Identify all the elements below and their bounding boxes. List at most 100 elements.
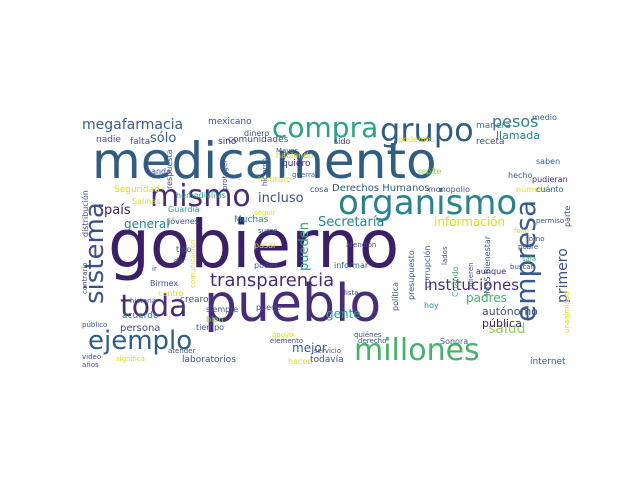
cloud-word: comunidades [228, 135, 289, 145]
cloud-word: dar [174, 257, 186, 265]
cloud-word: pesos [492, 112, 539, 131]
cloud-word: crearon [180, 295, 215, 305]
cloud-word: lados [441, 246, 449, 265]
cloud-word: siempre [206, 305, 239, 314]
cloud-word: medio [532, 113, 557, 122]
cloud-word: folio [514, 227, 529, 235]
cloud-word: Salinas [132, 197, 161, 206]
cloud-word: podemos [398, 135, 435, 144]
cloud-word: poder [254, 261, 278, 270]
cloud-word: pueblo [204, 274, 382, 334]
cloud-word: receta [476, 137, 505, 147]
cloud-word: megafarmacia [82, 117, 184, 133]
cloud-word: torno [526, 235, 545, 243]
cloud-word: millones [354, 333, 480, 368]
cloud-word: derecho [358, 337, 387, 345]
cloud-word: sido [334, 137, 351, 146]
cloud-word: pública [482, 317, 522, 330]
cloud-word: sala [522, 255, 537, 263]
cloud-word: sólo [150, 131, 177, 146]
cloud-word: Derechos Humanos [332, 183, 430, 194]
cloud-word: información [434, 215, 506, 229]
cloud-word: ejemplo [88, 326, 193, 356]
cloud-word: Sonora [440, 337, 469, 346]
cloud-word: saben [536, 157, 561, 166]
cloud-word: pudieran [532, 175, 568, 184]
cloud-word: quiénes [354, 331, 382, 339]
cloud-word: banda [146, 167, 172, 176]
word-cloud-canvas [70, 110, 570, 370]
cloud-word: surge [258, 227, 278, 235]
cloud-word: hemodiálisis [176, 191, 226, 200]
cloud-word: permiso [536, 217, 565, 225]
cloud-word: distribución [81, 190, 90, 237]
cloud-word: pasar [254, 241, 277, 250]
cloud-word: mismo [150, 179, 251, 214]
cloud-word: repite [418, 167, 442, 176]
cloud-word: laboratorios [182, 355, 236, 365]
cloud-word: gobierno [108, 206, 400, 283]
cloud-word: padres [466, 291, 507, 305]
cloud-word: Seguridad [114, 185, 160, 195]
cloud-word: quiero [282, 159, 311, 169]
cloud-word: guerra [292, 171, 316, 179]
cloud-word: mejor [292, 341, 327, 355]
cloud-word: Secretaría [318, 215, 385, 230]
cloud-word: Guardia [168, 205, 200, 214]
cloud-word: pobre [518, 243, 539, 251]
cloud-word: gente [326, 307, 361, 321]
cloud-word: corrupción [423, 245, 432, 288]
cloud-word: seguir [254, 209, 276, 217]
cloud-word: hacen [288, 357, 313, 366]
cloud-word: Birmex [150, 279, 179, 288]
cloud-word: acuerdo [122, 311, 159, 321]
cloud-word: parte [563, 205, 572, 227]
cloud-word: video [82, 353, 102, 361]
cloud-word: lista [344, 289, 359, 297]
cloud-word: proteger [221, 159, 229, 190]
cloud-word: atención [346, 241, 377, 249]
cloud-word: medicamento [92, 132, 437, 190]
cloud-word: transparencia [210, 270, 335, 291]
cloud-word: organismo [338, 183, 518, 223]
cloud-word: hicieron [261, 158, 269, 186]
cloud-word: ir [152, 265, 157, 273]
cloud-word: bien [206, 315, 224, 324]
cloud-word: Cuándo [451, 266, 460, 297]
cloud-word: Mayor [276, 147, 298, 155]
cloud-word: autónomo [482, 305, 538, 318]
cloud-word: dinero [244, 129, 270, 138]
cloud-word: monopolio [428, 185, 470, 194]
cloud-word: aunque [476, 267, 507, 276]
cloud-word: hoy [424, 301, 439, 310]
cloud-word: centro [158, 289, 184, 298]
cloud-word: sino [218, 137, 237, 147]
cloud-word: presupuesto [407, 250, 416, 300]
cloud-word: internet [530, 357, 566, 367]
cloud-word: tipo [176, 245, 192, 254]
cloud-word: significa [116, 355, 145, 363]
cloud-word: IMSS Bienestar [483, 235, 492, 296]
cloud-word: todavía [310, 355, 344, 365]
cloud-word: público [82, 321, 108, 329]
cloud-word: servicio [314, 347, 341, 355]
cloud-word: hablando [276, 151, 314, 160]
cloud-word: grupo [380, 111, 474, 149]
cloud-word: incluso [258, 191, 304, 206]
cloud-word: historia [130, 297, 157, 305]
cloud-word: llamada [496, 129, 541, 142]
cloud-word: atender [168, 347, 196, 355]
cloud-word: política [391, 281, 400, 311]
cloud-word: país [104, 203, 131, 218]
cloud-word: unanimidad [563, 291, 571, 333]
cloud-word: años [82, 361, 99, 369]
cloud-word: general [124, 217, 170, 231]
cloud-word: puedo [256, 303, 282, 312]
cloud-word: toda [120, 289, 188, 324]
cloud-word: comunicación [189, 239, 197, 288]
cloud-word: instituciones [424, 276, 520, 294]
cloud-word: número [516, 185, 547, 194]
cloud-word: hecho [508, 171, 533, 180]
cloud-word: pueden [297, 222, 312, 271]
